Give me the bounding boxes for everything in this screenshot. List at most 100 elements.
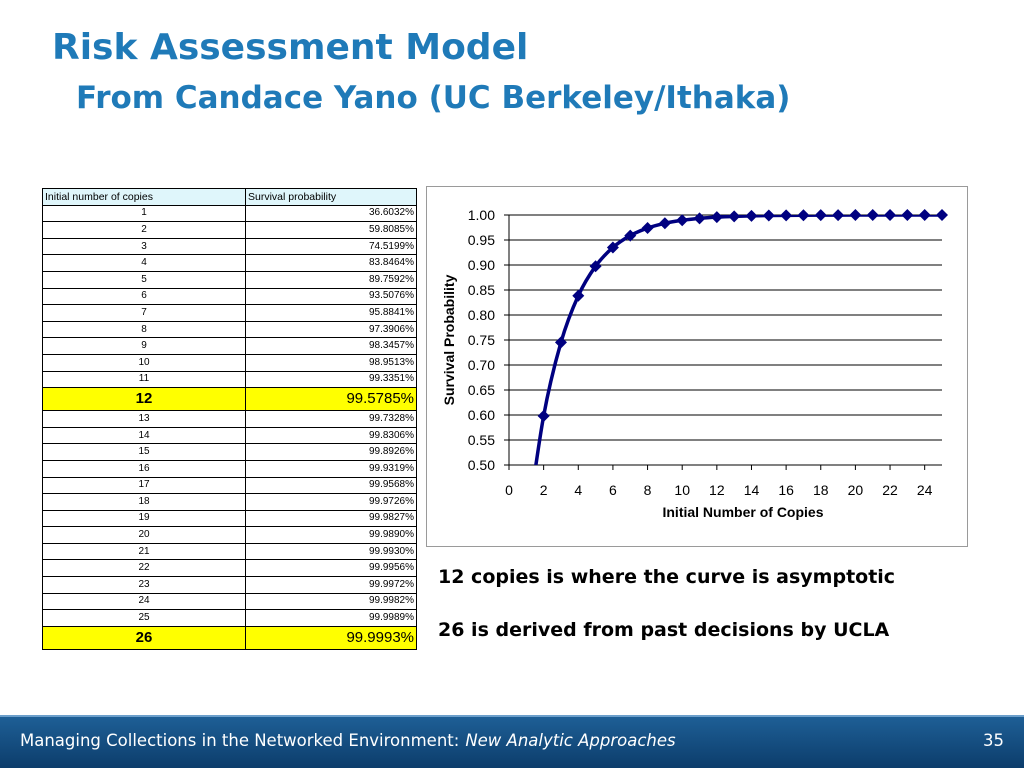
data-point-marker xyxy=(658,217,671,230)
x-tick-labels: 0 2 4 6 8 10 12 14 16 18 20 22 24 xyxy=(505,482,933,498)
cell-probability: 98.9513% xyxy=(245,353,417,372)
data-point-marker xyxy=(814,209,827,222)
table-row: 1 36.6032% xyxy=(42,204,417,223)
table-row: 22 99.9956% xyxy=(42,559,417,578)
y-tick-labels: 0.50 0.55 0.60 0.65 0.70 0.75 0.80 0.85 0.90 0.95… xyxy=(468,207,495,473)
data-point-marker xyxy=(589,260,602,273)
cell-copies: 25 xyxy=(42,609,246,627)
x-tick-label: 16 xyxy=(778,482,794,498)
data-point-marker xyxy=(832,209,845,222)
cell-probability: 95.8841% xyxy=(245,304,417,322)
table-row: 18 99.9726% xyxy=(42,493,417,511)
data-point-marker xyxy=(728,210,741,223)
table-row: 19 99.9827% xyxy=(42,509,417,528)
cell-probability: 97.3906% xyxy=(245,320,417,339)
cell-probability: 99.9568% xyxy=(245,476,417,495)
x-tick-label: 20 xyxy=(848,482,864,498)
cell-probability: 83.8464% xyxy=(245,254,417,272)
cell-copies: 16 xyxy=(42,459,246,478)
cell-copies: 15 xyxy=(42,443,246,461)
cell-probability: 99.5785% xyxy=(245,387,417,412)
y-axis-label: Survival Probability xyxy=(441,274,457,405)
table-row: 5 89.7592% xyxy=(42,270,417,289)
x-tick-label: 12 xyxy=(709,482,725,498)
cell-probability: 99.3351% xyxy=(245,370,417,389)
data-point-marker xyxy=(849,209,862,222)
table-row: 3 74.5199% xyxy=(42,237,417,256)
table-row: 9 98.3457% xyxy=(42,337,417,355)
footer-text: Managing Collections in the Networked En… xyxy=(20,731,460,750)
header-probability: Survival probability xyxy=(245,188,417,206)
cell-probability: 99.9890% xyxy=(245,526,417,544)
note-asymptotic: 12 copies is where the curve is asymptot… xyxy=(438,566,896,588)
chart-frame: 0.50 0.55 0.60 0.65 0.70 0.75 0.80 0.85 0.90 0.95… xyxy=(426,186,968,547)
table-row: 21 99.9930% xyxy=(42,542,417,561)
page-number: 35 xyxy=(983,731,1004,750)
cell-copies: 8 xyxy=(42,320,246,339)
y-tick-label: 0.75 xyxy=(468,332,495,348)
table-row: 25 99.9989% xyxy=(42,609,417,627)
table-row: 6 93.5076% xyxy=(42,287,417,306)
y-tick-label: 0.85 xyxy=(468,282,495,298)
table-row: 16 99.9319% xyxy=(42,459,417,478)
cell-probability: 74.5199% xyxy=(245,237,417,256)
footer-italic: New Analytic Approaches xyxy=(465,731,676,750)
y-tick-label: 0.95 xyxy=(468,232,495,248)
series-line xyxy=(534,215,942,465)
header-copies: Initial number of copies xyxy=(42,188,246,206)
table-row: 11 99.3351% xyxy=(42,370,417,389)
footer-caption: Managing Collections in the Networked En… xyxy=(20,731,676,750)
data-point-marker xyxy=(710,211,723,224)
table-header-row: Initial number of copies Survival probab… xyxy=(42,188,417,206)
table-row-highlight: 26 99.9993% xyxy=(42,625,417,650)
cell-copies: 1 xyxy=(42,204,246,223)
cell-copies: 11 xyxy=(42,370,246,389)
cell-copies: 5 xyxy=(42,270,246,289)
cell-probability: 93.5076% xyxy=(245,287,417,306)
y-tick-label: 0.60 xyxy=(468,407,495,423)
survival-chart: 0.50 0.55 0.60 0.65 0.70 0.75 0.80 0.85 0.90 0.95… xyxy=(441,207,948,520)
cell-copies: 12 xyxy=(42,387,246,412)
cell-copies: 24 xyxy=(42,592,246,611)
survival-table: Initial number of copies Survival probab… xyxy=(42,188,417,650)
slide-subtitle: From Candace Yano (UC Berkeley/Ithaka) xyxy=(76,80,791,116)
table-row: 15 99.8926% xyxy=(42,443,417,461)
cell-probability: 99.9827% xyxy=(245,509,417,528)
cell-copies: 6 xyxy=(42,287,246,306)
y-tick-label: 0.70 xyxy=(468,357,495,373)
x-tick-label: 10 xyxy=(674,482,690,498)
cell-probability: 99.9989% xyxy=(245,609,417,627)
x-axis-label: Initial Number of Copies xyxy=(662,504,823,520)
table-row: 4 83.8464% xyxy=(42,254,417,272)
y-tick-label: 0.50 xyxy=(468,457,495,473)
y-tick-label: 0.55 xyxy=(468,432,495,448)
cell-probability: 99.9982% xyxy=(245,592,417,611)
x-tick-label: 22 xyxy=(882,482,898,498)
cell-copies: 13 xyxy=(42,410,246,428)
note-ucla: 26 is derived from past decisions by UCL… xyxy=(438,619,890,641)
data-point-marker xyxy=(797,209,810,222)
table-row: 14 99.8306% xyxy=(42,426,417,445)
data-point-marker xyxy=(884,209,897,222)
cell-copies: 7 xyxy=(42,304,246,322)
data-point-marker xyxy=(606,241,619,254)
table-row: 24 99.9982% xyxy=(42,592,417,611)
slide-title: Risk Assessment Model xyxy=(52,27,529,68)
cell-probability: 99.9993% xyxy=(245,625,417,650)
data-point-marker xyxy=(676,214,689,227)
table-row: 2 59.8085% xyxy=(42,221,417,239)
cell-probability: 89.7592% xyxy=(245,270,417,289)
series-markers xyxy=(537,209,948,422)
cell-copies: 3 xyxy=(42,237,246,256)
data-point-marker xyxy=(537,409,550,422)
cell-probability: 99.9319% xyxy=(245,459,417,478)
table-row: 13 99.7328% xyxy=(42,410,417,428)
cell-copies: 4 xyxy=(42,254,246,272)
data-point-marker xyxy=(901,209,914,222)
data-point-marker xyxy=(866,209,879,222)
table-body: 1 36.6032% 2 59.8085% 3 74.5199% 4 83.8464% 5 89.… xyxy=(42,204,417,650)
data-point-marker xyxy=(641,222,654,235)
data-point-marker xyxy=(762,209,775,222)
data-point-marker xyxy=(572,289,585,302)
cell-copies: 21 xyxy=(42,542,246,561)
